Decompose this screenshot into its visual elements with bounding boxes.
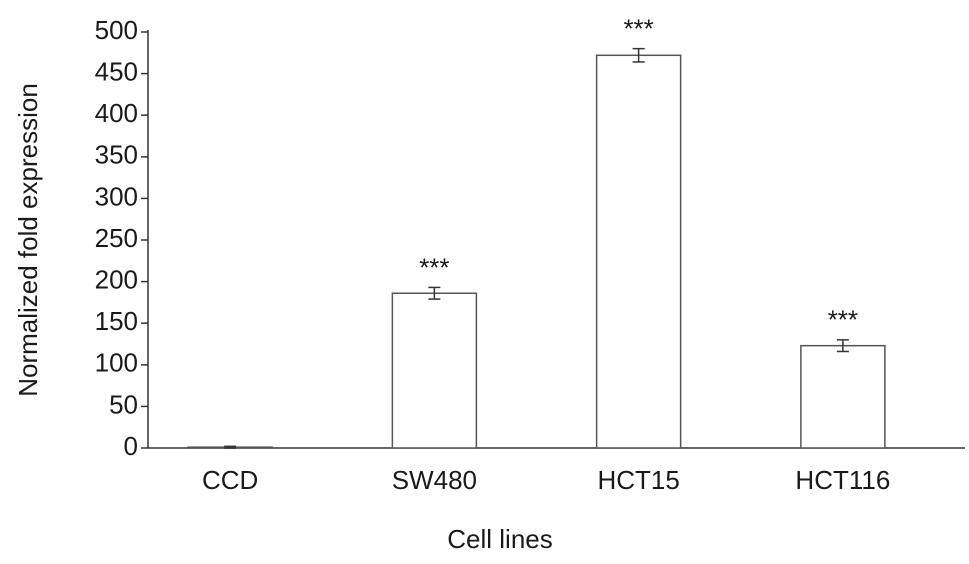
bar bbox=[391, 292, 478, 449]
y-tick-label: 350 bbox=[95, 140, 138, 170]
y-tick-label: 200 bbox=[95, 264, 138, 294]
bar bbox=[595, 54, 682, 449]
y-axis-title: Normalized fold expression bbox=[13, 83, 43, 397]
y-tick-label: 500 bbox=[95, 15, 138, 45]
bar bbox=[800, 344, 886, 449]
y-tick-label: 450 bbox=[95, 56, 138, 86]
x-tick-label: HCT116 bbox=[795, 465, 890, 495]
y-tick-label: 400 bbox=[95, 98, 138, 128]
y-tick-label: 250 bbox=[95, 223, 138, 253]
x-tick-label: HCT15 bbox=[597, 465, 679, 495]
y-tick-label: 50 bbox=[109, 389, 138, 419]
x-tick-label: CCD bbox=[202, 465, 258, 495]
significance-label: *** bbox=[623, 14, 653, 44]
x-axis-title: Cell lines bbox=[447, 524, 553, 554]
y-tick-label: 0 bbox=[124, 431, 138, 461]
y-tick-label: 300 bbox=[95, 181, 138, 211]
y-tick-label: 100 bbox=[95, 348, 138, 378]
x-tick-label: SW480 bbox=[392, 465, 477, 495]
y-tick-label: 150 bbox=[95, 306, 138, 336]
significance-label: *** bbox=[828, 305, 858, 335]
significance-label: *** bbox=[419, 252, 449, 282]
